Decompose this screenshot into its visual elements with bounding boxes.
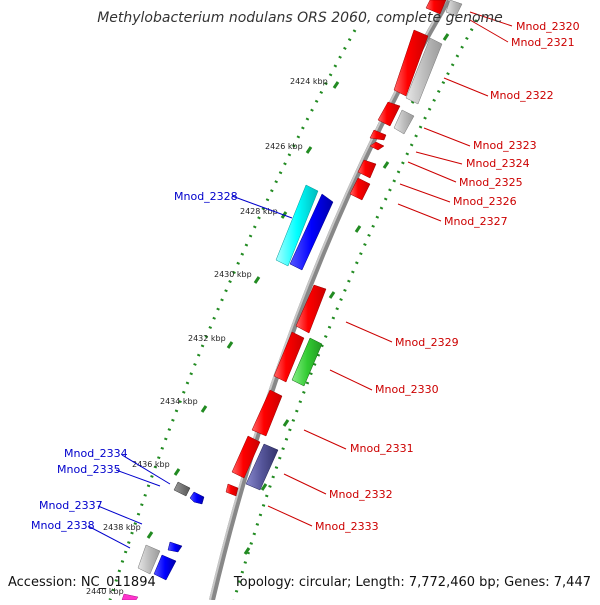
gene-label-mnod-2331[interactable]: Mnod_2331 <box>350 442 414 455</box>
gene-red-2322b[interactable] <box>377 101 401 127</box>
gene-label-mnod-2325[interactable]: Mnod_2325 <box>459 176 523 189</box>
gene-label-mnod-2326[interactable]: Mnod_2326 <box>453 195 517 208</box>
gene-magenta[interactable] <box>121 593 139 601</box>
gene-label-mnod-2329[interactable]: Mnod_2329 <box>395 336 459 349</box>
gene-mnod-2330[interactable] <box>291 337 323 387</box>
accession-label: Accession: NC_011894 <box>8 575 156 590</box>
gene-label-mnod-2333[interactable]: Mnod_2333 <box>315 520 379 533</box>
gene-mnod-2321[interactable] <box>393 29 429 97</box>
tick-label: 2432 kbp <box>188 334 226 343</box>
gene-label-mnod-2323[interactable]: Mnod_2323 <box>473 139 537 152</box>
topology-label: Topology: circular; Length: 7,772,460 bp… <box>233 575 591 590</box>
gene-mnod-2337[interactable] <box>167 541 183 553</box>
tick-label: 2424 kbp <box>290 77 328 86</box>
right-labels: Mnod_2320 Mnod_2321 Mnod_2322 Mnod_2323 … <box>315 20 580 533</box>
gene-label-mnod-2321[interactable]: Mnod_2321 <box>511 36 575 49</box>
gene-mnod-2325[interactable] <box>369 141 385 151</box>
outer-tick-track <box>232 19 479 601</box>
gene-red-2330a[interactable] <box>273 331 305 383</box>
gene-label-mnod-2337[interactable]: Mnod_2337 <box>39 499 103 512</box>
gene-mnod-2333[interactable] <box>225 483 239 497</box>
gene-features-outer <box>225 0 463 497</box>
gene-label-mnod-2320[interactable]: Mnod_2320 <box>516 20 580 33</box>
gene-label-mnod-2332[interactable]: Mnod_2332 <box>329 488 393 501</box>
gene-mnod-2331[interactable] <box>251 389 283 437</box>
tick-label: 2438 kbp <box>103 523 141 532</box>
gene-label-mnod-2324[interactable]: Mnod_2324 <box>466 157 530 170</box>
outer-tick-marks <box>243 33 450 555</box>
gene-gray-top[interactable] <box>445 0 463 17</box>
gene-mnod-2335[interactable] <box>173 481 191 497</box>
tick-label: 2434 kbp <box>160 397 198 406</box>
map-title: Methylobacterium nodulans ORS 2060, comp… <box>97 10 503 26</box>
gene-mnod-2324[interactable] <box>369 129 387 141</box>
tick-label: 2430 kbp <box>214 270 252 279</box>
gene-mnod-2320[interactable] <box>425 0 447 15</box>
gene-mnod-2329[interactable] <box>295 284 327 334</box>
gene-label-mnod-2328[interactable]: Mnod_2328 <box>174 190 238 203</box>
gene-mnod-2328[interactable] <box>275 184 319 267</box>
gene-label-mnod-2322[interactable]: Mnod_2322 <box>490 89 554 102</box>
gene-label-mnod-2330[interactable]: Mnod_2330 <box>375 383 439 396</box>
right-leader-lines <box>267 11 513 527</box>
gene-label-mnod-2335[interactable]: Mnod_2335 <box>57 463 121 476</box>
tick-label: 2428 kbp <box>240 207 278 216</box>
gene-mnod-2332[interactable] <box>245 443 279 491</box>
gene-mnod-2334[interactable] <box>189 491 205 505</box>
tick-label: 2426 kbp <box>265 142 303 151</box>
gene-red-2332a[interactable] <box>231 435 261 479</box>
gene-mnod-2323[interactable] <box>393 109 415 135</box>
gene-mnod-2327[interactable] <box>349 177 371 201</box>
left-labels: Mnod_2328 Mnod_2334 Mnod_2335 Mnod_2337 … <box>31 190 238 532</box>
gene-mnod-2338[interactable] <box>137 544 161 575</box>
gene-features-inner <box>121 184 334 601</box>
gene-label-mnod-2334[interactable]: Mnod_2334 <box>64 447 128 460</box>
gene-label-mnod-2327[interactable]: Mnod_2327 <box>444 215 508 228</box>
gene-blue-2328b[interactable] <box>289 193 334 271</box>
tick-label: 2436 kbp <box>132 460 170 469</box>
tick-labels: 2424 kbp 2426 kbp 2428 kbp 2430 kbp 2432… <box>86 77 328 596</box>
gene-label-mnod-2338[interactable]: Mnod_2338 <box>31 519 95 532</box>
tick-label: 2440 kbp <box>86 587 124 596</box>
left-leader-lines <box>87 195 293 549</box>
gene-mnod-2326[interactable] <box>357 159 377 179</box>
gene-mnod-2338-blue[interactable] <box>153 554 177 581</box>
gene-mnod-2322[interactable] <box>405 37 443 105</box>
